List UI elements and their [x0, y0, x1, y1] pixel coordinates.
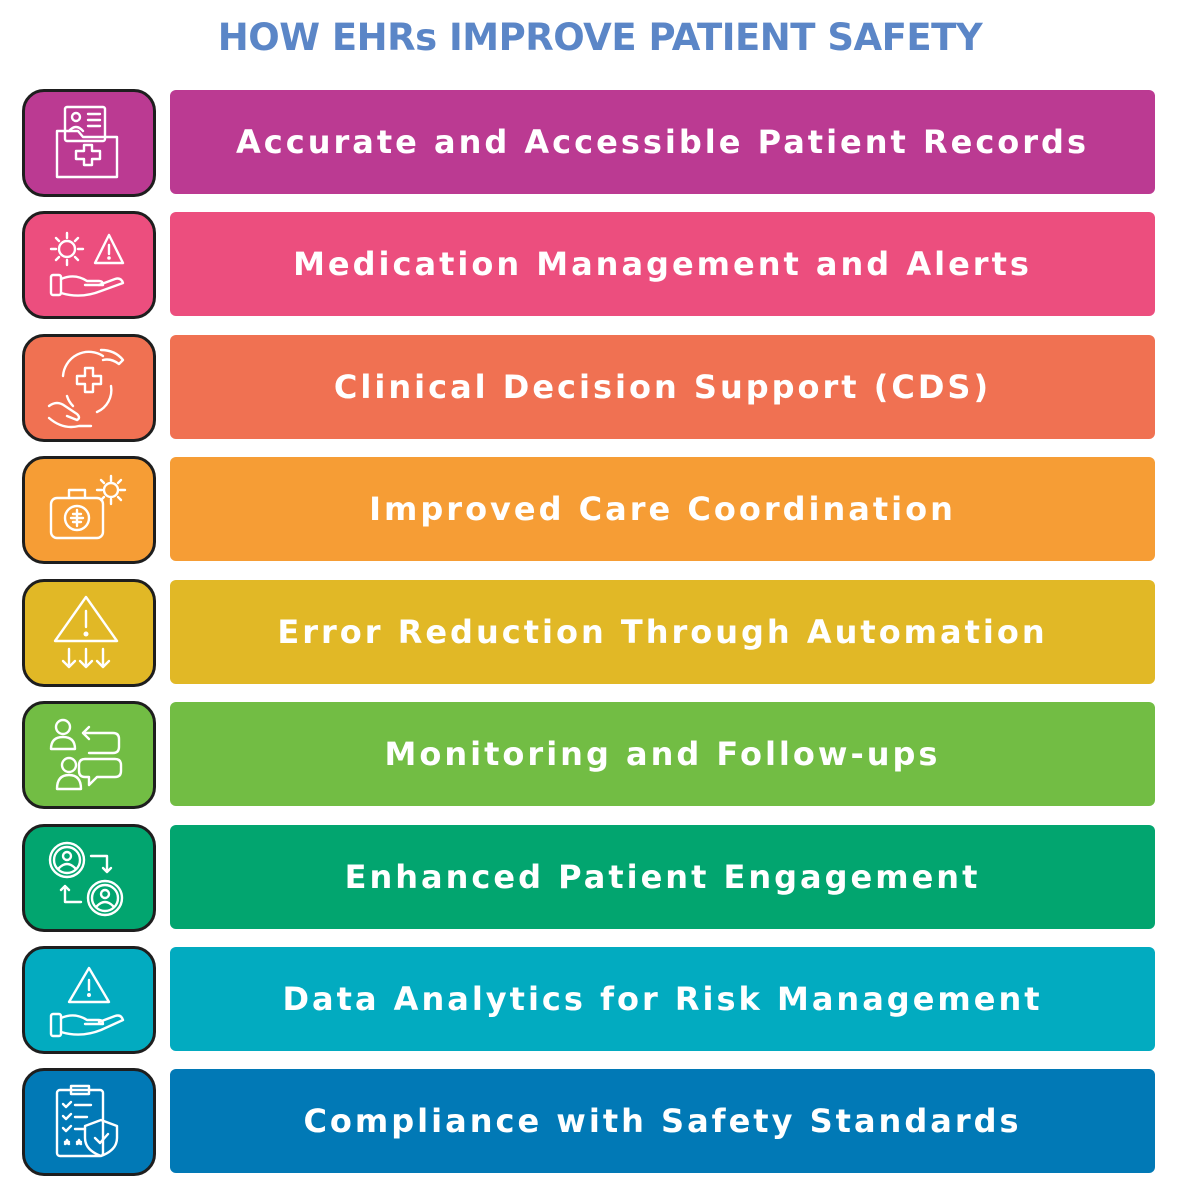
item-label: Monitoring and Follow-ups	[384, 735, 941, 773]
page-title: HOW EHRs IMPROVE PATIENT SAFETY	[217, 16, 983, 59]
item-bar: Enhanced Patient Engagement	[170, 825, 1155, 929]
icon-box	[22, 946, 156, 1054]
item-bar: Medication Management and Alerts	[170, 212, 1155, 316]
item-label: Accurate and Accessible Patient Records	[235, 123, 1089, 161]
item-bar: Error Reduction Through Automation	[170, 580, 1155, 684]
risk-warning-hand-icon	[49, 966, 125, 1038]
list-item: Compliance with Safety Standards	[0, 1068, 1200, 1176]
list-item: Clinical Decision Support (CDS)	[0, 334, 1200, 442]
item-bar: Improved Care Coordination	[170, 457, 1155, 561]
medical-cross-hands-icon	[47, 348, 125, 429]
icon-box	[22, 824, 156, 932]
list-item: Data Analytics for Risk Management	[0, 946, 1200, 1054]
warning-down-arrows-icon	[53, 595, 119, 669]
list-item: Enhanced Patient Engagement	[0, 824, 1200, 932]
icon-box	[22, 1068, 156, 1176]
item-label: Error Reduction Through Automation	[277, 613, 1048, 651]
item-label: Improved Care Coordination	[369, 490, 956, 528]
list-item: Accurate and Accessible Patient Records	[0, 89, 1200, 197]
icon-box	[22, 89, 156, 197]
icon-box	[22, 579, 156, 687]
icon-box	[22, 211, 156, 319]
item-bar: Compliance with Safety Standards	[170, 1069, 1155, 1173]
item-bar: Clinical Decision Support (CDS)	[170, 335, 1155, 439]
icon-box	[22, 701, 156, 809]
medical-bag-gear-icon	[49, 474, 127, 540]
list-item: Medication Management and Alerts	[0, 211, 1200, 319]
patient-records-folder-icon	[55, 105, 119, 179]
icon-box	[22, 334, 156, 442]
people-chat-icon	[49, 718, 123, 791]
list-item: Monitoring and Follow-ups	[0, 701, 1200, 809]
gear-alert-hand-icon	[49, 231, 125, 297]
checklist-shield-icon	[55, 1084, 119, 1158]
item-label: Clinical Decision Support (CDS)	[333, 368, 992, 406]
list-item: Error Reduction Through Automation	[0, 579, 1200, 687]
patient-exchange-icon	[48, 841, 124, 917]
item-bar: Accurate and Accessible Patient Records	[170, 90, 1155, 194]
item-bar: Data Analytics for Risk Management	[170, 947, 1155, 1051]
item-label: Enhanced Patient Engagement	[344, 858, 981, 896]
item-label: Medication Management and Alerts	[293, 245, 1032, 283]
item-bar: Monitoring and Follow-ups	[170, 702, 1155, 806]
list-item: Improved Care Coordination	[0, 456, 1200, 564]
item-label: Compliance with Safety Standards	[303, 1102, 1022, 1140]
item-label: Data Analytics for Risk Management	[282, 980, 1043, 1018]
icon-box	[22, 456, 156, 564]
